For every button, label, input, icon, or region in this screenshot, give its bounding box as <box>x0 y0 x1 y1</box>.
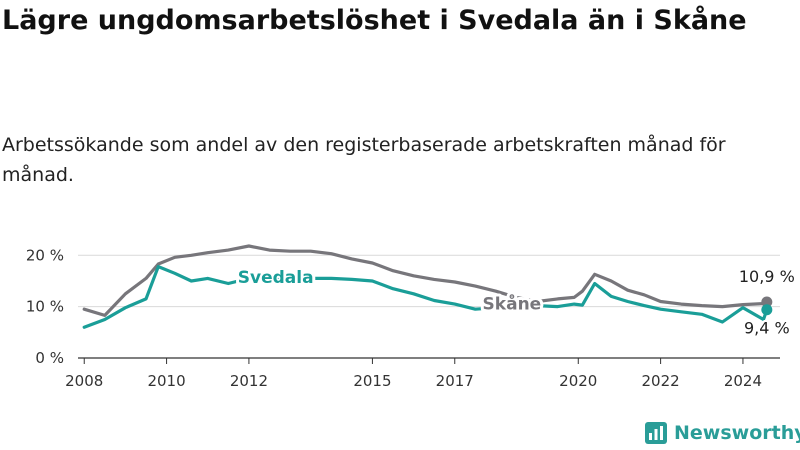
x-tick-label: 2012 <box>230 372 268 390</box>
y-tick-label: 10 % <box>26 298 64 316</box>
x-tick-label: 2017 <box>436 372 474 390</box>
x-tick-label: 2010 <box>147 372 185 390</box>
value-annotation: 9,4 % <box>744 319 790 338</box>
x-tick-label: 2008 <box>65 372 103 390</box>
value-annotation: 10,9 % <box>739 267 795 286</box>
brand-logo[interactable]: Newsworthy <box>645 420 800 446</box>
x-tick-label: 2015 <box>353 372 391 390</box>
series-line-svedala <box>82 264 769 329</box>
brand-name: Newsworthy <box>674 422 800 444</box>
series-label: Skåne <box>483 293 542 315</box>
line-chart: 0 % 10 % 20 % 2008 2010 2012 2015 2017 2020 2022… <box>26 244 797 390</box>
x-axis: 2008 2010 2012 2015 2017 2020 2022 2024 <box>65 358 762 390</box>
series-label: Svedala <box>238 268 314 288</box>
series-labels: Skåne Svedala <box>235 265 544 318</box>
end-point-marker <box>761 304 773 316</box>
chart-title: Lägre ungdomsarbetslöshet i Svedala än i… <box>2 5 747 36</box>
y-tick-label: 20 % <box>26 246 64 264</box>
x-tick-label: 2020 <box>559 372 597 390</box>
y-axis: 0 % 10 % 20 % <box>26 246 64 367</box>
series-lines <box>82 244 773 329</box>
end-value-annotations: 10,9 % 9,4 % <box>737 265 797 340</box>
x-tick-label: 2024 <box>724 372 762 390</box>
chart-subtitle: Arbetssökande som andel av den registerb… <box>2 134 726 186</box>
gridlines <box>78 254 780 359</box>
series-line-skane <box>82 244 769 318</box>
newsworthy-logo-icon <box>645 422 667 444</box>
x-tick-label: 2022 <box>642 372 680 390</box>
y-tick-label: 0 % <box>35 349 64 367</box>
end-point-marker <box>761 296 773 308</box>
